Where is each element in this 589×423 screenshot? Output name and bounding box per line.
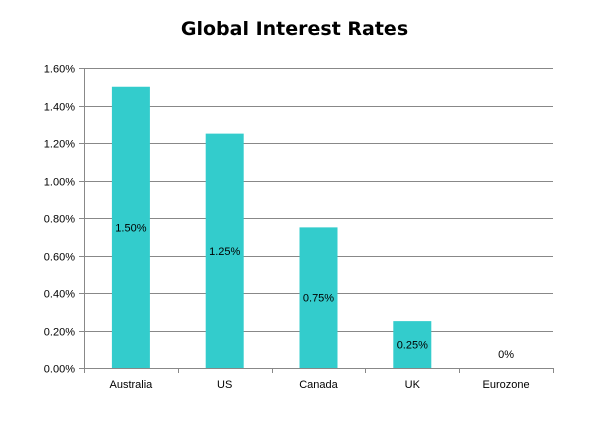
data-label: 0.75%	[303, 293, 334, 305]
data-labels: 1.50% 1.25% 0.75% 0.25% 0%	[115, 222, 514, 361]
bar-us	[205, 133, 244, 368]
x-tick-labels: Australia US Canada UK Eurozone	[110, 379, 530, 391]
y-tick-labels: 0.00% 0.20% 0.40% 0.60% 0.80% 1.00% 1.20% 1.40%…	[44, 64, 75, 376]
x-tick-label: US	[217, 379, 232, 391]
y-tick-label: 0.80%	[44, 214, 75, 226]
bars	[111, 86, 432, 368]
y-tick-label: 0.20%	[44, 327, 75, 339]
bar-australia	[111, 86, 150, 368]
y-tick-label: 1.40%	[44, 102, 75, 114]
data-label: 0.25%	[397, 340, 428, 352]
y-tick-label: 1.20%	[44, 139, 75, 151]
data-label: 1.25%	[209, 246, 240, 258]
y-tick-label: 0.40%	[44, 289, 75, 301]
x-tick-label: Eurozone	[483, 379, 530, 391]
bar-uk	[393, 321, 432, 368]
bar-canada	[299, 227, 338, 368]
y-tick-label: 1.00%	[44, 177, 75, 189]
chart-title: Global Interest Rates	[180, 18, 409, 40]
data-label: 0%	[498, 349, 514, 361]
data-label: 1.50%	[115, 222, 146, 234]
axes	[79, 68, 554, 373]
y-tick-label: 0.00%	[44, 364, 75, 376]
y-tick-label: 0.60%	[44, 252, 75, 264]
x-tick-label: Canada	[299, 379, 338, 391]
y-tick-label: 1.60%	[44, 64, 75, 76]
x-tick-label: Australia	[110, 379, 154, 391]
x-tick-label: UK	[405, 379, 421, 391]
